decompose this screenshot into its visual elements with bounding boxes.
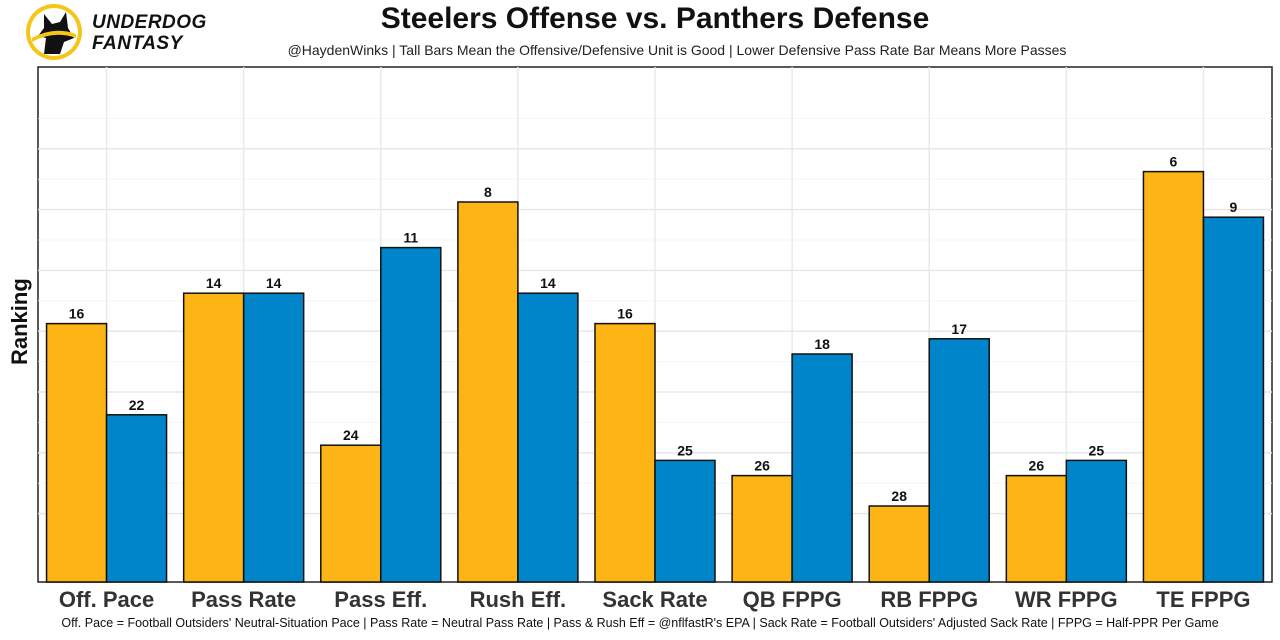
chart-title: Steelers Offense vs. Panthers Defense: [380, 2, 930, 35]
bar-defense: [1202, 216, 1265, 583]
bar-offense: [594, 322, 656, 583]
value-label: 16: [617, 306, 633, 322]
bar-defense: [242, 292, 305, 583]
category-label: Pass Eff.: [334, 587, 427, 612]
bar-offense: [1005, 474, 1068, 583]
bar-defense: [517, 292, 579, 583]
bar-offense: [457, 201, 519, 583]
bar-defense: [654, 459, 716, 583]
bar-defense: [105, 414, 168, 583]
category-label: Pass Rate: [191, 587, 296, 612]
bar-defense: [791, 353, 853, 583]
bar-offense: [731, 474, 793, 583]
logo-circle: [26, 4, 82, 60]
value-label: 8: [484, 184, 492, 200]
category-labels: Off. Pace Pass Rate Pass Eff. Rush Eff. Sack…: [59, 587, 1251, 612]
value-label: 6: [1170, 154, 1178, 170]
category-label: WR FPPG: [1015, 587, 1118, 612]
dog-head-icon: [32, 12, 76, 54]
category-label: QB FPPG: [743, 587, 842, 612]
bar-offense: [45, 322, 108, 583]
bars: [45, 170, 1265, 583]
footnote: Off. Pace = Football Outsiders' Neutral-…: [61, 616, 1219, 630]
underdog-fantasy-logo: UNDERDOG FANTASY: [26, 4, 306, 64]
category-label: Off. Pace: [59, 587, 154, 612]
bar-offense: [320, 444, 382, 583]
value-label: 22: [129, 397, 145, 413]
value-label: 24: [343, 427, 359, 443]
value-labels: 16 22 14 14 24 11 8 14 16 25 26 18 28 17 26 25 6 9: [69, 154, 1238, 504]
value-label: 26: [754, 458, 770, 474]
logo-line-2: FANTASY: [92, 33, 183, 54]
category-label: Sack Rate: [602, 587, 707, 612]
value-label: 14: [206, 275, 222, 291]
value-label: 9: [1230, 199, 1238, 215]
value-label: 26: [1029, 458, 1045, 474]
value-label: 14: [266, 275, 282, 291]
chart-subtitle: @HaydenWinks | Tall Bars Mean the Offens…: [287, 42, 1067, 58]
bar-defense: [1065, 459, 1128, 583]
category-label: TE FPPG: [1156, 587, 1250, 612]
value-label: 16: [69, 306, 85, 322]
bar-offense: [868, 505, 930, 583]
category-label: Rush Eff.: [470, 587, 567, 612]
value-label: 17: [951, 321, 967, 337]
logo-wordmark: UNDERDOG FANTASY: [92, 12, 207, 54]
value-label: 25: [677, 442, 693, 458]
logo-line-1: UNDERDOG: [92, 12, 207, 33]
value-label: 28: [891, 488, 907, 504]
value-label: 11: [403, 230, 418, 246]
value-label: 25: [1089, 442, 1105, 458]
value-label: 14: [540, 275, 556, 291]
category-label: RB FPPG: [880, 587, 978, 612]
bar-defense: [380, 246, 442, 583]
value-label: 18: [814, 336, 830, 352]
bar-offense: [182, 292, 245, 583]
bar-defense: [928, 338, 990, 583]
bar-offense: [1142, 170, 1205, 583]
